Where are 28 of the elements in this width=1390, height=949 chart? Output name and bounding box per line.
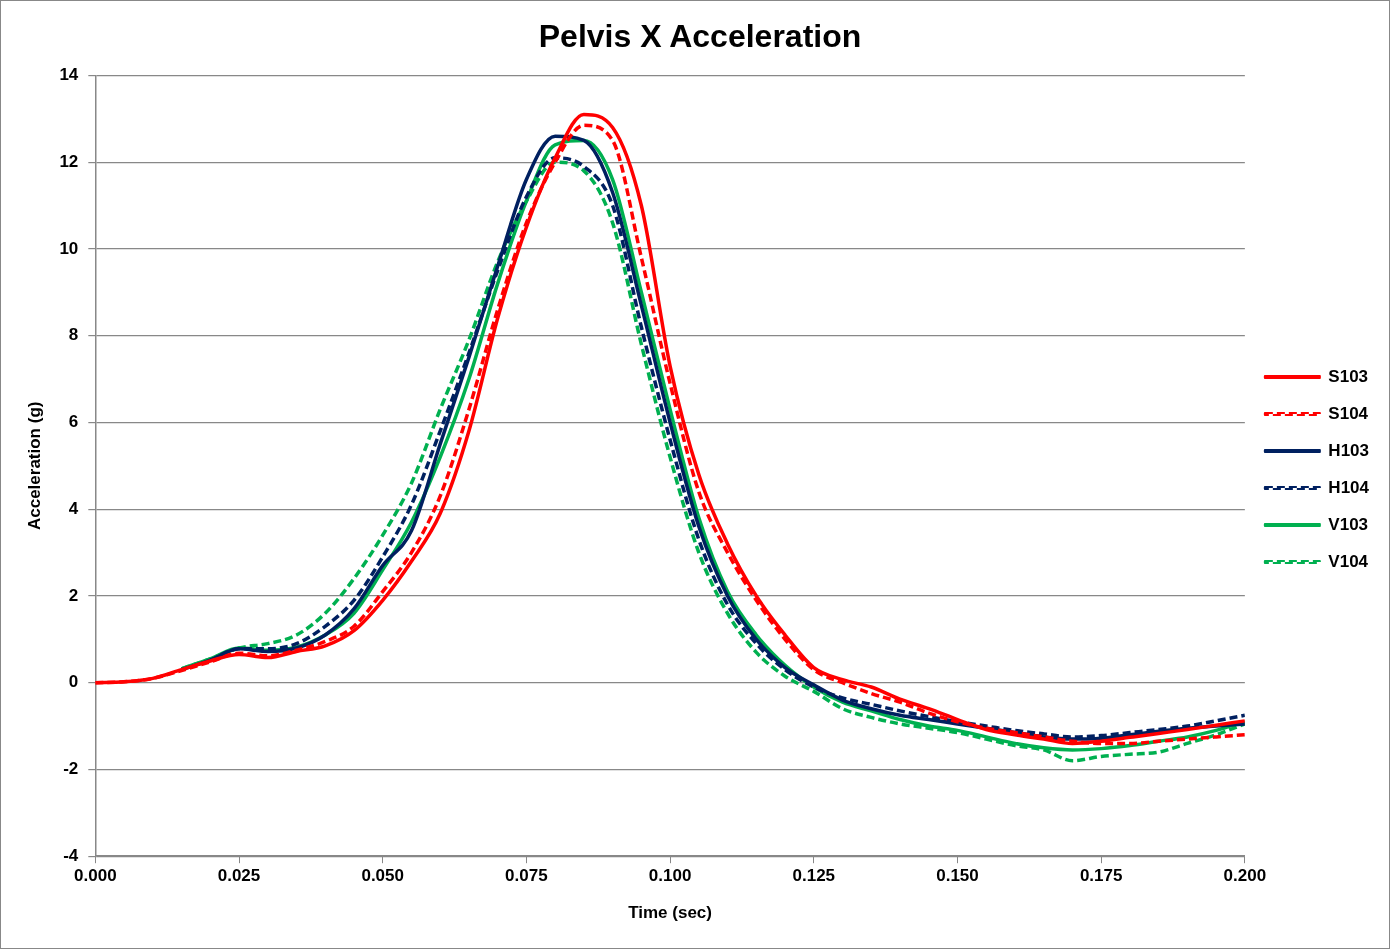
x-tick-label: 0.175 [1079, 866, 1123, 886]
legend-label: S104 [1328, 403, 1369, 423]
chart-title: Pelvis X Acceleration [538, 18, 862, 55]
legend-label: S103 [1328, 366, 1369, 386]
legend-label: H104 [1328, 477, 1370, 497]
y-tick-label: 4 [68, 498, 79, 518]
x-tick-label: 0.025 [217, 866, 261, 886]
x-tick-label: 0.200 [1223, 866, 1267, 886]
y-tick-label: 2 [68, 585, 79, 605]
legend-label: H103 [1328, 440, 1369, 460]
x-tick-label: 0.100 [648, 866, 692, 886]
x-tick-label: 0.050 [361, 866, 404, 886]
legend-label: V103 [1328, 514, 1369, 534]
y-tick-label: 0 [68, 672, 79, 692]
x-tick-label: 0.125 [792, 866, 836, 886]
y-tick-label: 6 [68, 412, 79, 432]
x-tick-label: 0.000 [74, 866, 117, 886]
x-tick-label: 0.150 [936, 866, 979, 886]
y-tick-label: -4 [63, 845, 79, 865]
y-axis-title: Acceleration (g) [24, 401, 44, 531]
y-tick-label: 12 [59, 151, 79, 171]
x-axis-title: Time (sec) [628, 903, 712, 923]
y-tick-label: -2 [63, 759, 79, 779]
y-tick-label: 10 [59, 238, 79, 258]
y-tick-label: 14 [59, 65, 79, 85]
x-tick-label: 0.075 [505, 866, 548, 886]
y-tick-label: 8 [68, 325, 79, 345]
legend-label: V104 [1328, 551, 1369, 571]
